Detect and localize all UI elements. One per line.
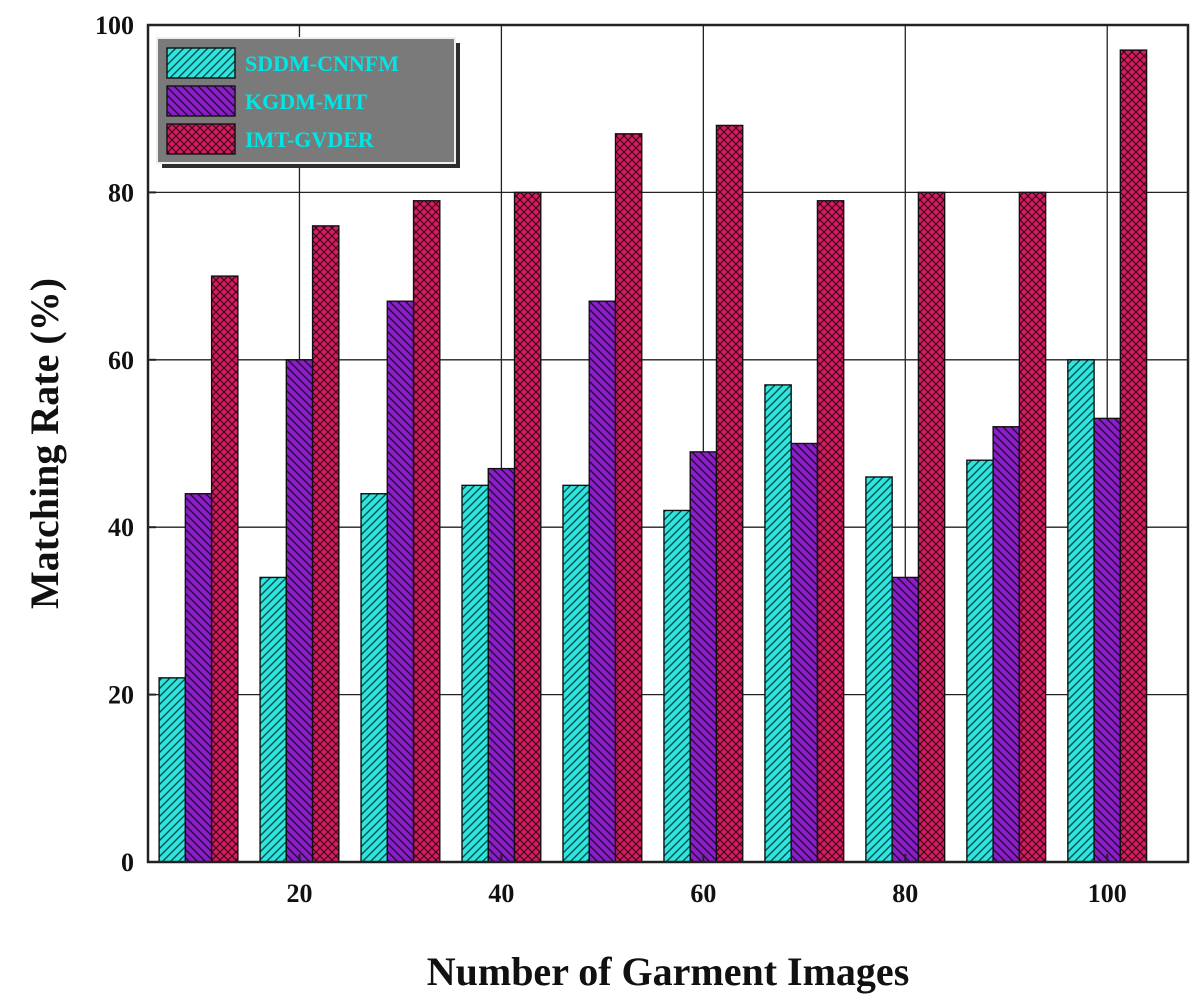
bar-imt-gvder-90 [1018, 191, 1047, 863]
x-tick-label: 40 [488, 879, 514, 908]
bar-kgdm-mit-80 [891, 576, 920, 863]
legend: SDDM-CNNFM KGDM-MIT IMT-GVDER [156, 37, 460, 168]
bar-kgdm-mit-90 [992, 426, 1021, 863]
bar-imt-gvder-40 [513, 191, 542, 863]
bar-kgdm-mit-30 [386, 300, 415, 863]
bar-kgdm-mit-50 [588, 300, 617, 863]
bar-imt-gvder-70 [816, 200, 845, 863]
bar-kgdm-mit-40 [487, 467, 516, 863]
bar-imt-gvder-60 [715, 124, 744, 863]
x-tick-label: 60 [690, 879, 716, 908]
bar-sddm-cnnfm-100 [1067, 359, 1095, 863]
y-axis-title: Matching Rate (%) [22, 278, 67, 609]
y-tick-label: 20 [108, 681, 134, 710]
bar-kgdm-mit-70 [790, 442, 819, 863]
bar-imt-gvder-20 [311, 225, 340, 863]
x-axis-title: Number of Garment Images [427, 949, 910, 994]
bar-kgdm-mit-20 [285, 359, 314, 863]
bar-sddm-cnnfm-40 [461, 484, 489, 863]
legend-swatch-sddm-cnnfm [166, 47, 236, 79]
bar-sddm-cnnfm-30 [360, 493, 389, 863]
legend-label-imt-gvder: IMT-GVDER [245, 127, 375, 152]
bar-sddm-cnnfm-50 [562, 484, 590, 863]
bar-sddm-cnnfm-80 [865, 476, 893, 863]
bar-imt-gvder-10 [210, 275, 239, 863]
y-tick-label: 40 [108, 513, 134, 542]
x-tick-label: 80 [892, 879, 918, 908]
bar-kgdm-mit-100 [1093, 417, 1122, 863]
y-tick-label: 60 [108, 346, 134, 375]
plot-frame [146, 23, 1190, 864]
legend-label-kgdm-mit: KGDM-MIT [245, 89, 368, 114]
bar-imt-gvder-30 [412, 200, 441, 863]
y-tick-label: 80 [108, 178, 134, 207]
bar-imt-gvder-100 [1119, 49, 1148, 863]
bar-sddm-cnnfm-90 [966, 459, 994, 863]
bar-imt-gvder-50 [614, 133, 643, 863]
y-tick-label: 0 [121, 848, 134, 877]
legend-swatch-kgdm-mit [166, 85, 236, 117]
bar-sddm-cnnfm-10 [158, 677, 187, 863]
bar-sddm-cnnfm-60 [663, 509, 691, 863]
bar-sddm-cnnfm-20 [259, 576, 288, 863]
bar-kgdm-mit-10 [184, 493, 213, 863]
legend-label-sddm-cnnfm: SDDM-CNNFM [245, 51, 399, 76]
bar-sddm-cnnfm-70 [764, 384, 792, 863]
y-tick-label: 100 [95, 11, 134, 40]
bar-imt-gvder-80 [917, 191, 946, 863]
legend-swatch-imt-gvder [166, 123, 236, 155]
bar-kgdm-mit-60 [689, 451, 718, 863]
x-tick-label: 20 [286, 879, 312, 908]
x-tick-label: 100 [1088, 879, 1127, 908]
